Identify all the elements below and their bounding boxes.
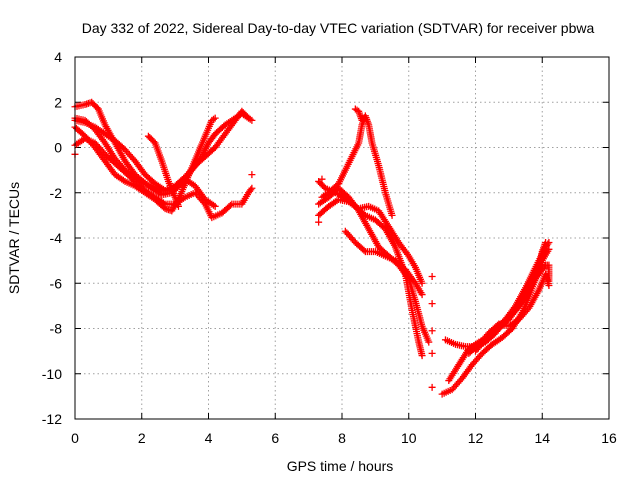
x-tick-label: 6 [271,430,279,446]
x-tick-label: 0 [71,430,79,446]
data-point [179,194,187,202]
data-point [210,115,218,123]
data-point [545,245,553,253]
data-point [119,176,127,184]
data-point [418,352,426,360]
data-point [428,327,436,335]
data-point [545,282,553,290]
data-point [211,202,219,210]
x-tick-label: 14 [534,430,550,446]
data-point [159,199,167,207]
data-point [248,184,256,192]
plot-frame [74,56,610,420]
x-tick-label: 16 [601,430,617,446]
data-point [226,201,234,209]
x-tick-label: 12 [468,430,484,446]
data-point [248,171,256,179]
x-tick-label: 2 [138,430,146,446]
x-tick-label: 10 [401,430,417,446]
x-tick-label: 8 [338,430,346,446]
data-point [210,201,218,209]
x-tick-labels: 0 2 4 6 8 10 12 14 16 [71,430,617,446]
data-points [71,98,553,398]
y-tick-label: -4 [50,230,63,246]
data-point [318,175,326,183]
data-point [428,272,436,280]
data-point [139,179,147,187]
x-axis-label: GPS time / hours [287,458,394,474]
y-tick-label: -10 [42,366,62,382]
data-point [245,114,253,122]
data-point [428,349,436,357]
data-point [388,211,396,219]
y-tick-label: 0 [54,140,62,156]
grid-lines [75,57,609,419]
data-point [211,114,219,122]
data-point [174,202,182,210]
data-point [428,383,436,391]
data-point [247,186,255,194]
data-point [315,218,323,226]
y-tick-label: -2 [50,185,63,201]
y-axis-label: SDTVAR / TECUs [6,182,22,294]
data-point [428,300,436,308]
x-tick-label: 4 [205,430,213,446]
y-tick-labels: -12 -10 -8 -6 -4 -2 0 2 4 [42,49,62,427]
data-point [243,113,251,121]
data-point [360,246,368,254]
chart-title: Day 332 of 2022, Sidereal Day-to-day VTE… [82,20,595,36]
y-tick-label: -8 [50,321,63,337]
y-tick-label: 4 [54,49,62,65]
data-point [418,279,426,287]
y-tick-label: 2 [54,94,62,110]
data-point [542,239,550,247]
data-point [425,338,433,346]
data-point [358,116,366,124]
data-point [418,291,426,299]
y-tick-label: -12 [42,411,62,427]
y-tick-label: -6 [50,275,63,291]
